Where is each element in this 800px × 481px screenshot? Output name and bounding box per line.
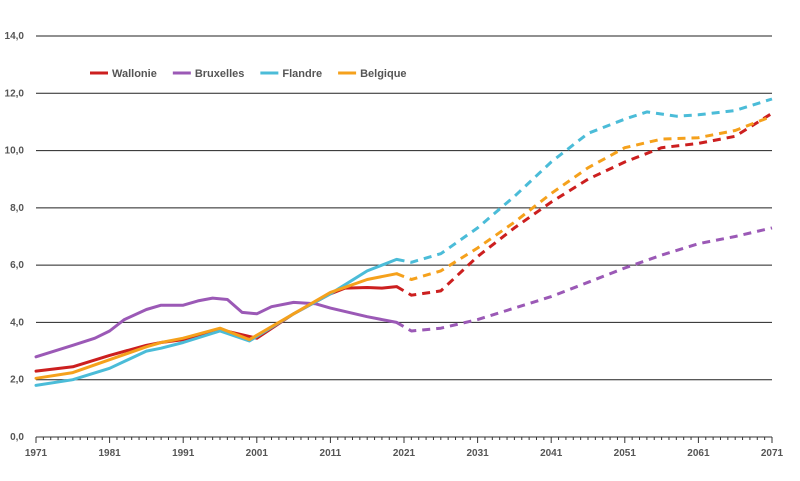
- x-tick-label: 1981: [98, 448, 121, 459]
- y-axis-ticks: 0,0 2,0 4,0 6,0 8,0 10,0 12,0 14,0: [5, 31, 25, 443]
- y-tick-label: 4,0: [10, 317, 24, 328]
- y-tick-label: 6,0: [10, 260, 24, 271]
- series-line-belgique-projection: [396, 114, 773, 281]
- y-tick-label: 12,0: [5, 88, 25, 99]
- y-tick-label: 14,0: [5, 31, 25, 42]
- y-tick-label: 8,0: [10, 203, 24, 214]
- legend-label-belgique: Belgique: [360, 68, 406, 80]
- x-tick-label: 2061: [687, 448, 710, 459]
- legend-label-bruxelles: Bruxelles: [195, 68, 245, 80]
- legend-label-wallonie: Wallonie: [112, 68, 157, 80]
- legend-label-flandre: Flandre: [282, 68, 322, 80]
- series-lines: [34, 97, 773, 387]
- x-tick-label: 1971: [25, 448, 48, 459]
- x-axis: 1971 1981 1991 2001 2011 2021 2031 2041 2051 2061…: [25, 436, 784, 459]
- x-tick-label: 2001: [246, 448, 269, 459]
- x-tick-label: 2031: [466, 448, 489, 459]
- x-tick-label: 2011: [320, 448, 342, 459]
- x-tick-label: 2071: [761, 448, 784, 459]
- x-tick-label: 2051: [614, 448, 637, 459]
- x-tick-label: 2021: [393, 448, 416, 459]
- series-line-flandre-projection: [396, 97, 773, 264]
- series-line-belgique-observed: [34, 272, 399, 380]
- grid-lines: [36, 35, 772, 381]
- series-line-bruxelles-observed: [34, 296, 399, 359]
- series-line-bruxelles-projection: [395, 226, 773, 333]
- y-tick-label: 0,0: [10, 432, 24, 443]
- x-tick-label: 2041: [540, 448, 563, 459]
- y-tick-label: 2,0: [10, 375, 24, 386]
- legend: Wallonie Bruxelles Flandre Belgique: [90, 68, 407, 80]
- series-line-wallonie-projection: [395, 112, 773, 297]
- x-tick-label: 1991: [172, 448, 195, 459]
- y-tick-label: 10,0: [5, 146, 25, 157]
